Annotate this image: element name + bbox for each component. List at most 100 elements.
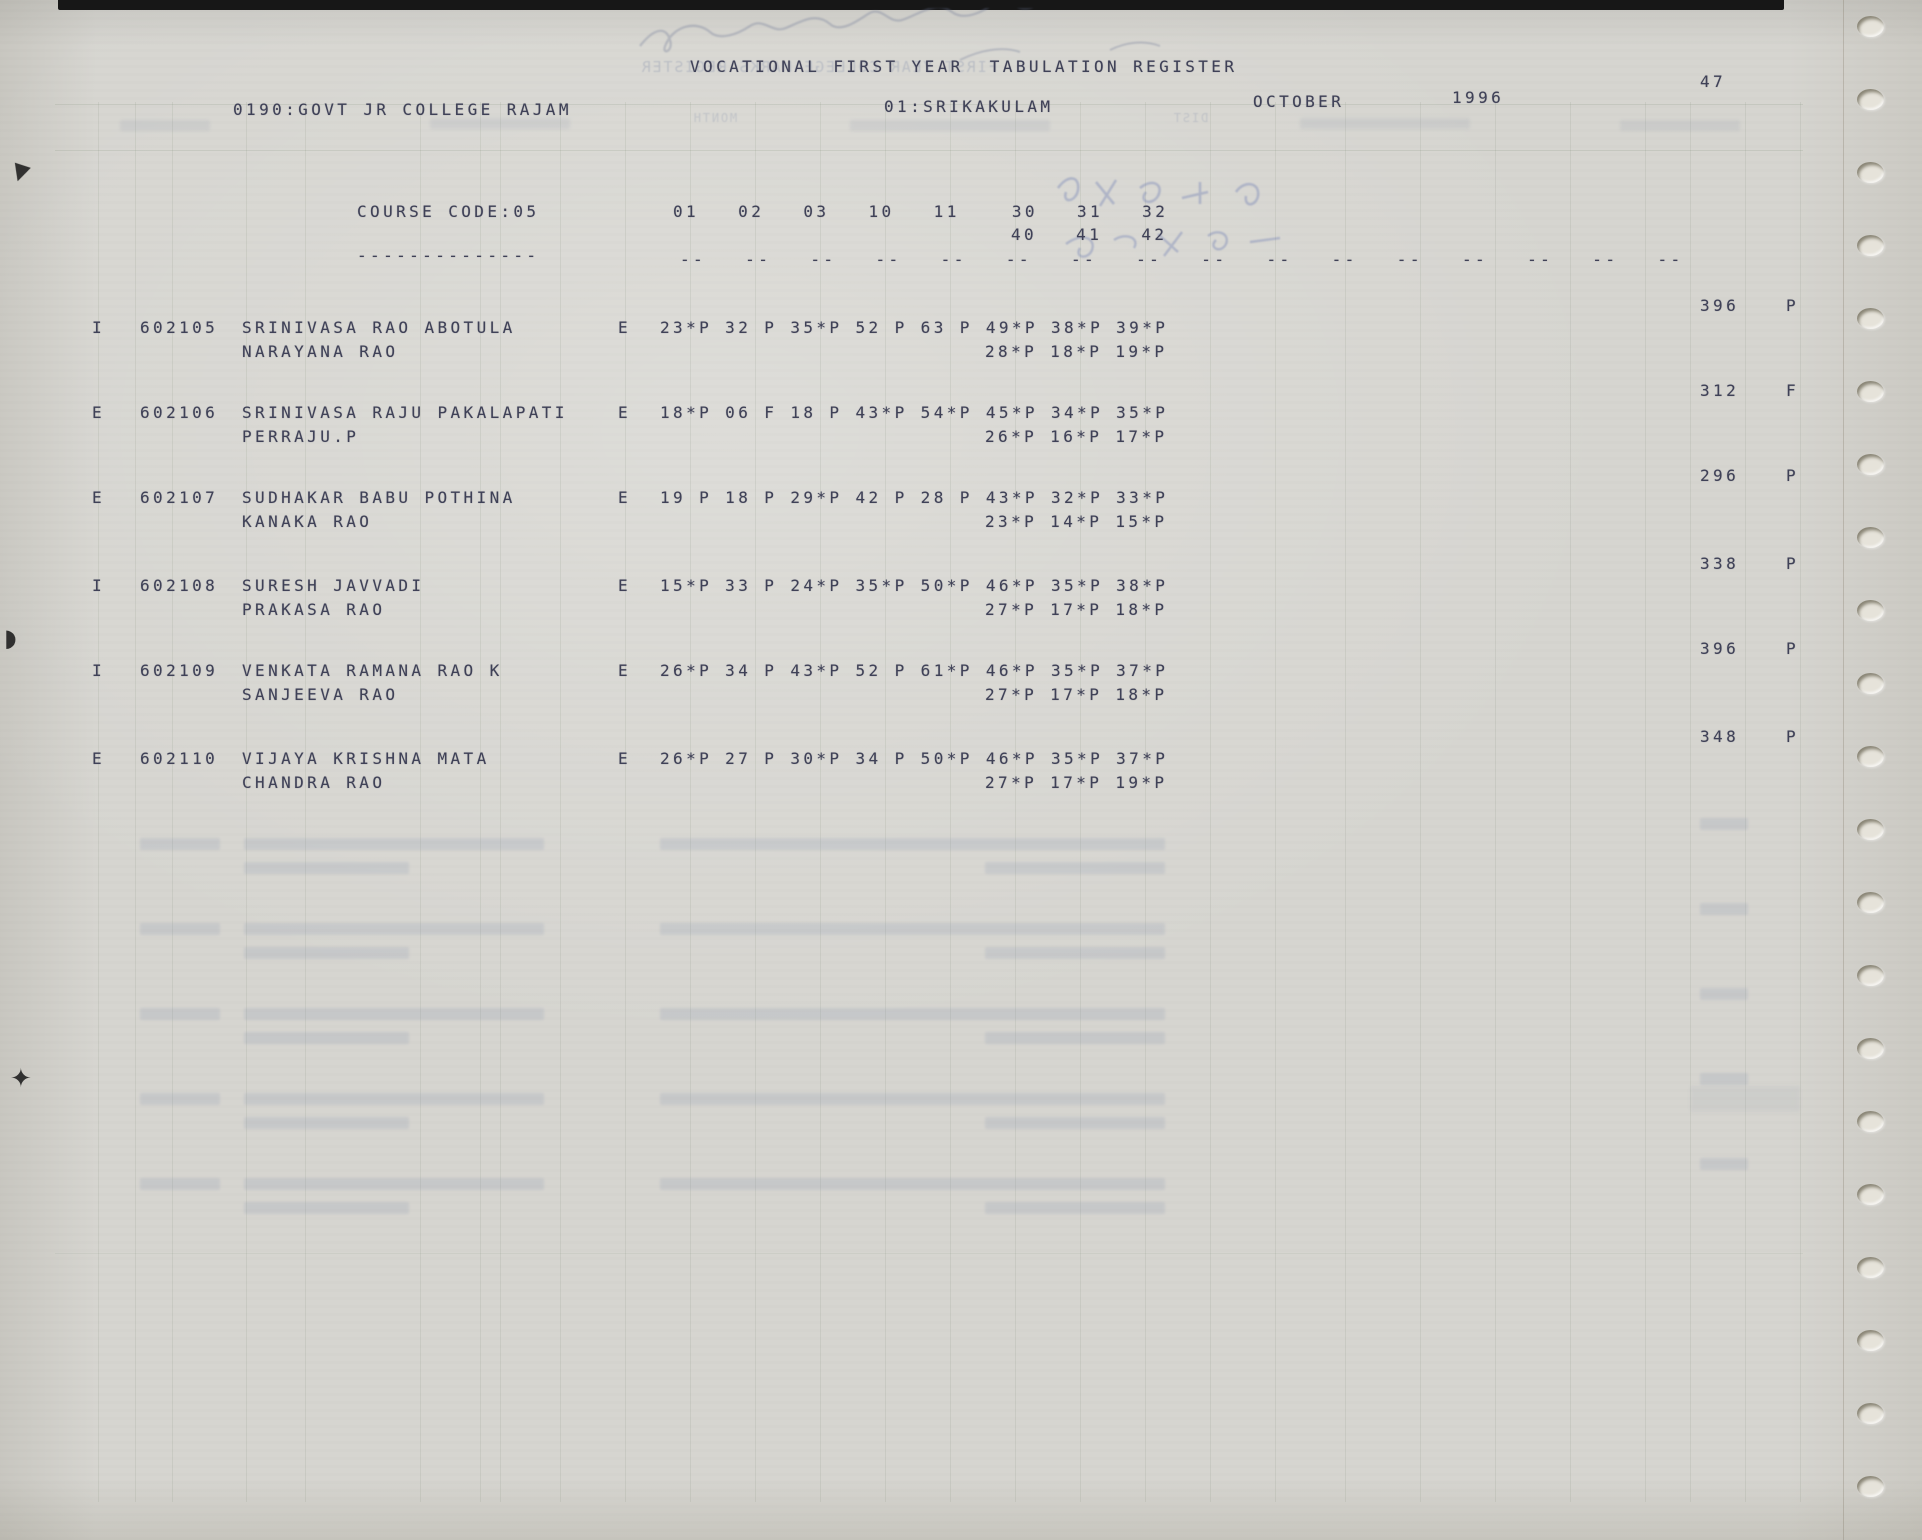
ghost-grid-line (1080, 102, 1081, 1502)
total-marks: 396 (1700, 639, 1740, 658)
bleed-through-dist-label: DIST (1172, 111, 1209, 125)
ghost-grid-line (1345, 102, 1346, 1502)
marks-line2: 27*P 17*P 19*P (985, 773, 1168, 792)
ghost-grid-line (820, 102, 821, 1502)
parent-name: CHANDRA RAO (242, 773, 386, 792)
ghost-grid-line (55, 1253, 1803, 1254)
marks-line1: 19 P 18 P 29*P 42 P 28 P 43*P 32*P 33*P (660, 488, 1169, 507)
student-row: I 602109 VENKATA RAMANA RAO K E 26*P 34 … (0, 639, 1922, 721)
tractor-feed-strip (1843, 0, 1922, 1540)
punch-hole (1857, 746, 1884, 767)
student-name: SUDHAKAR BABU POTHINA (242, 488, 516, 507)
student-roll-number: 602106 (140, 403, 219, 422)
result-code: P (1786, 296, 1800, 315)
parent-name: PERRAJU.P (242, 427, 360, 446)
ghost-grid-line (55, 150, 1803, 151)
bleed-through-row-smudge (660, 1093, 1165, 1105)
paper-edge-mark: ◗ (4, 624, 17, 652)
paper-edge-mark: ✦ (10, 1064, 32, 1094)
ghost-grid-line (246, 102, 247, 1502)
total-marks: 296 (1700, 466, 1740, 485)
student-name: VIJAYA KRISHNA MATA (242, 749, 490, 768)
punch-hole (1857, 308, 1884, 329)
ghost-grid-line (1210, 102, 1211, 1502)
punch-hole (1857, 1184, 1884, 1205)
parent-name: NARAYANA RAO (242, 342, 399, 361)
paper-edge-mark: ▼ (8, 157, 33, 188)
bleed-through-row-smudge (660, 923, 1165, 935)
bleed-through-row-smudge (660, 1008, 1165, 1020)
total-marks: 312 (1700, 381, 1740, 400)
total-marks: 396 (1700, 296, 1740, 315)
punch-hole (1857, 89, 1884, 110)
bleed-through-row-smudge (985, 1032, 1165, 1044)
bleed-smudge (430, 118, 570, 129)
bleed-through-row-smudge (244, 1032, 409, 1044)
punch-hole (1857, 1038, 1884, 1059)
medium-code: E (618, 576, 632, 595)
total-marks: 348 (1700, 727, 1740, 746)
bleed-through-row-smudge (985, 1117, 1165, 1129)
ghost-grid-line (480, 102, 481, 1502)
ghost-grid-line (55, 104, 1803, 105)
bleed-through-row-smudge (244, 862, 409, 874)
student-status: I (92, 318, 106, 337)
punch-hole (1857, 1257, 1884, 1278)
bleed-through-row-smudge (244, 1008, 544, 1020)
punch-hole (1857, 1476, 1884, 1497)
marks-line2: 28*P 18*P 19*P (985, 342, 1168, 361)
punch-hole (1857, 527, 1884, 548)
ghost-grid-line (98, 102, 99, 1502)
result-code: P (1786, 639, 1800, 658)
marks-line1: 26*P 34 P 43*P 52 P 61*P 46*P 35*P 37*P (660, 661, 1169, 680)
ghost-grid-line (1570, 102, 1571, 1502)
ghost-grid-line (172, 102, 173, 1502)
marks-line1: 18*P 06 F 18 P 43*P 54*P 45*P 34*P 35*P (660, 403, 1169, 422)
student-roll-number: 602109 (140, 661, 219, 680)
punch-hole (1857, 16, 1884, 37)
student-roll-number: 602110 (140, 749, 219, 768)
bleed-through-row-smudge (985, 947, 1165, 959)
result-code: P (1786, 466, 1800, 485)
bleed-through-row-smudge (140, 838, 220, 850)
rule-dashes-long: -------------- (357, 246, 540, 265)
punch-hole (1857, 892, 1884, 913)
marks-line2: 27*P 17*P 18*P (985, 685, 1168, 704)
bleed-through-row-smudge (244, 1178, 544, 1190)
punch-hole (1857, 600, 1884, 621)
ghost-grid-line (1420, 102, 1421, 1502)
student-row: E 602110 VIJAYA KRISHNA MATA E 26*P 27 P… (0, 727, 1922, 809)
district-name: 01:SRIKAKULAM (884, 97, 1054, 116)
marks-line2: 27*P 17*P 18*P (985, 600, 1168, 619)
ghost-grid-line (885, 102, 886, 1502)
student-status: E (92, 488, 106, 507)
month-value: OCTOBER (1253, 92, 1345, 111)
marks-line1: 15*P 33 P 24*P 35*P 50*P 46*P 35*P 38*P (660, 576, 1169, 595)
bleed-through-row-smudge (244, 1117, 409, 1129)
medium-code: E (618, 661, 632, 680)
ghost-grid-line (1145, 102, 1146, 1502)
ghost-grid-line (305, 102, 306, 1502)
bleed-through-row-smudge (140, 1008, 220, 1020)
bleed-through-row-smudge (140, 1178, 220, 1190)
ghost-grid-line (690, 102, 691, 1502)
result-code: P (1786, 727, 1800, 746)
punch-hole (1857, 819, 1884, 840)
ghost-grid-line (625, 102, 626, 1502)
total-marks: 338 (1700, 554, 1740, 573)
course-code-label: COURSE CODE:05 (357, 202, 540, 221)
bleed-through-row-smudge (985, 1202, 1165, 1214)
student-row: E 602107 SUDHAKAR BABU POTHINA E 19 P 18… (0, 466, 1922, 548)
bleed-through-row-smudge (244, 1202, 409, 1214)
bleed-through-row-smudge (244, 923, 544, 935)
punch-hole (1857, 1111, 1884, 1132)
punch-hole (1857, 162, 1884, 183)
bleed-through-row-smudge (660, 838, 1165, 850)
bleed-smudge (850, 120, 1050, 131)
punch-hole (1857, 673, 1884, 694)
college-name: 0190:GOVT JR COLLEGE RAJAM (233, 100, 572, 119)
medium-code: E (618, 488, 632, 507)
bleed-through-row-smudge (244, 1093, 544, 1105)
student-roll-number: 602105 (140, 318, 219, 337)
